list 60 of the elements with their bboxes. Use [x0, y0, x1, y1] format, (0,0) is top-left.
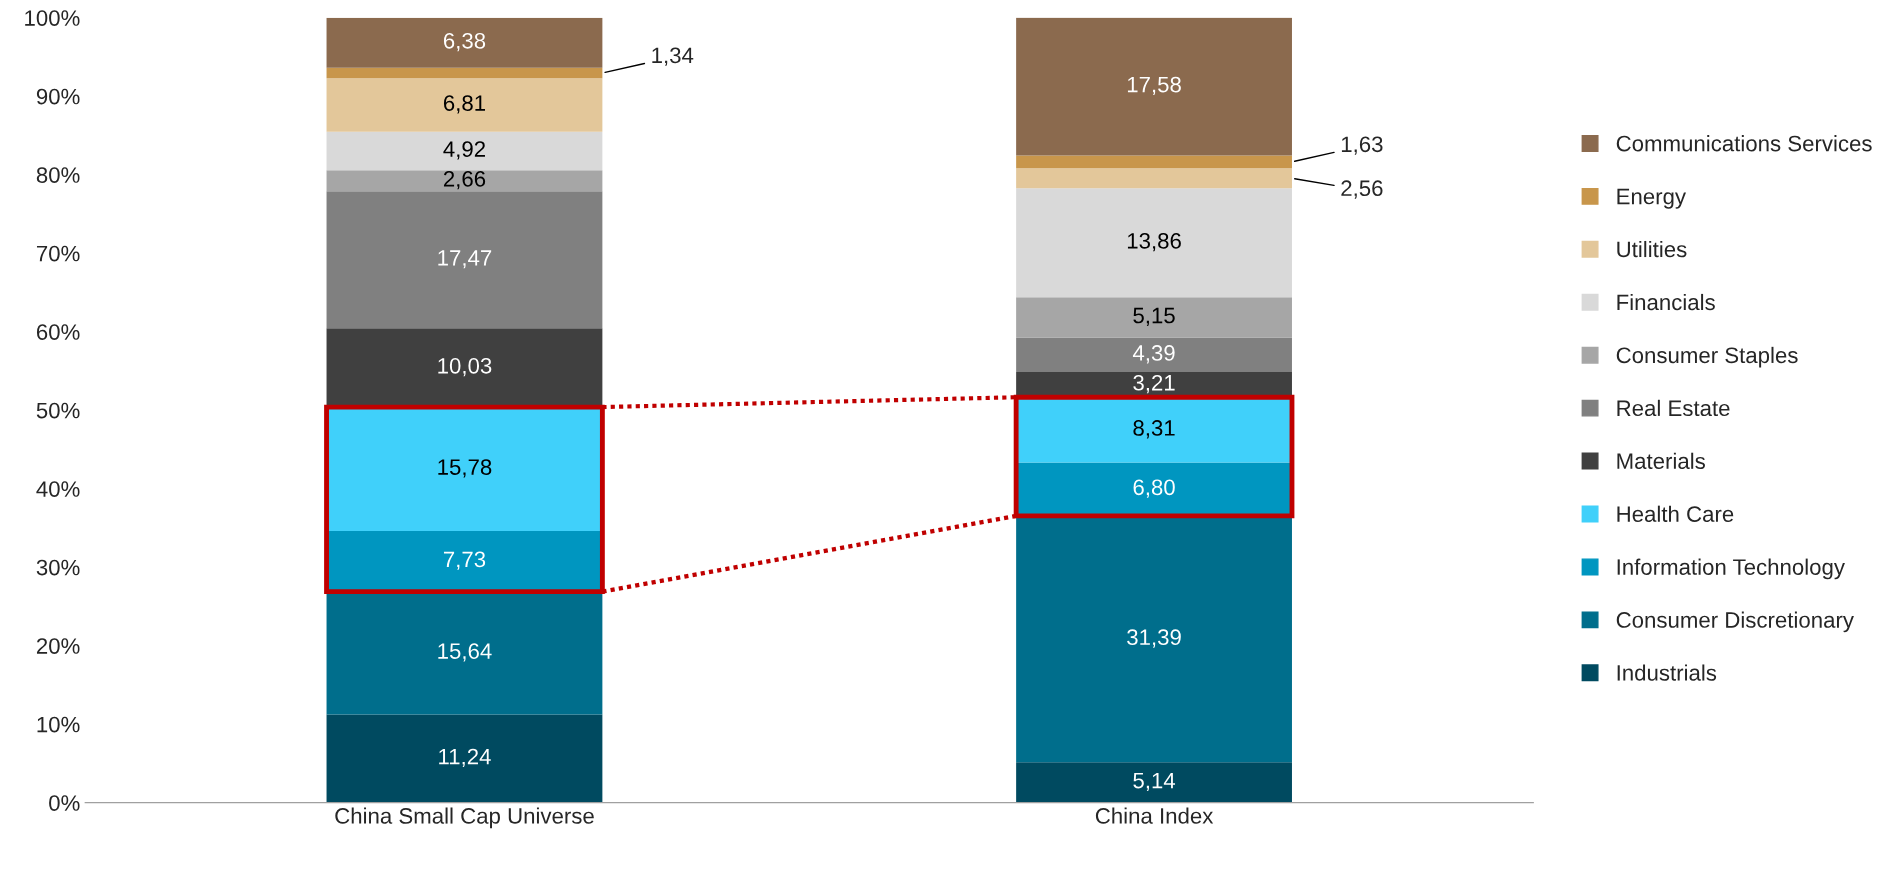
legend-label: Consumer Discretionary	[1616, 611, 1854, 633]
bar	[326, 170, 603, 192]
y-tick-label: 30%	[36, 559, 80, 576]
y-tick-label: 80%	[36, 167, 80, 183]
bar	[1016, 297, 1292, 338]
y-tick-label: 90%	[36, 88, 80, 105]
data-label: 11,24	[439, 748, 491, 768]
y-tick-label: 70%	[36, 245, 80, 262]
data-label: 17,47	[438, 250, 492, 269]
data-label: 17,58	[1127, 76, 1181, 96]
x-tick-label: China Index	[1095, 807, 1214, 824]
legend-label: Real Estate	[1617, 399, 1730, 417]
bar	[326, 78, 603, 132]
legend-label: Information Technology	[1617, 558, 1845, 580]
bar	[1016, 168, 1292, 189]
data-label: 8,31	[1133, 420, 1175, 439]
legend-label: Utilities	[1617, 240, 1687, 258]
data-label: 13,86	[1127, 233, 1181, 252]
bar	[326, 131, 603, 171]
x-tick-label: China Small Cap Universe	[335, 807, 594, 829]
legend-label: Health Care	[1617, 505, 1734, 522]
data-label: 1,34	[652, 47, 694, 66]
data-label: 6,38	[443, 32, 486, 52]
data-label: 10,03	[438, 357, 492, 377]
data-label: 1,63	[1341, 136, 1383, 155]
bar	[1016, 337, 1292, 373]
bar	[1016, 17, 1292, 156]
data-label: 7,73	[443, 551, 486, 570]
bar	[326, 67, 603, 79]
data-label: 4,39	[1132, 345, 1175, 364]
bar	[1016, 188, 1292, 298]
data-label: 3,21	[1133, 374, 1175, 394]
data-label: 4,92	[443, 141, 485, 160]
bar	[1016, 155, 1292, 169]
y-tick-label: 50%	[36, 402, 80, 419]
y-tick-label: 100%	[25, 10, 80, 26]
bar	[326, 191, 603, 329]
bar	[326, 714, 603, 803]
data-label: 2,56	[1341, 180, 1383, 199]
y-tick-label: 20%	[36, 638, 80, 654]
legend-label: Financials	[1617, 293, 1715, 311]
data-label: 15,64	[438, 643, 492, 662]
data-label: 6,80	[1133, 479, 1175, 498]
y-tick-label: 40%	[36, 481, 80, 497]
y-tick-label: 0%	[49, 795, 80, 811]
legend-label: Consumer Staples	[1616, 346, 1798, 368]
data-label: 31,39	[1127, 629, 1181, 648]
bar	[326, 17, 603, 68]
data-label: 5,15	[1133, 307, 1175, 326]
legend-label: Materials	[1617, 452, 1705, 470]
legend-label: Communications Services	[1616, 135, 1872, 152]
y-tick-label: 60%	[36, 324, 80, 340]
legend-label: Energy	[1617, 188, 1686, 209]
data-label: 2,66	[443, 170, 486, 190]
data-label: 6,81	[443, 95, 485, 114]
legend-label: Industrials	[1617, 664, 1717, 681]
bar	[1016, 762, 1292, 803]
y-tick-label: 10%	[37, 716, 80, 733]
data-label: 5,14	[1133, 772, 1176, 792]
data-label: 15,78	[438, 459, 492, 478]
